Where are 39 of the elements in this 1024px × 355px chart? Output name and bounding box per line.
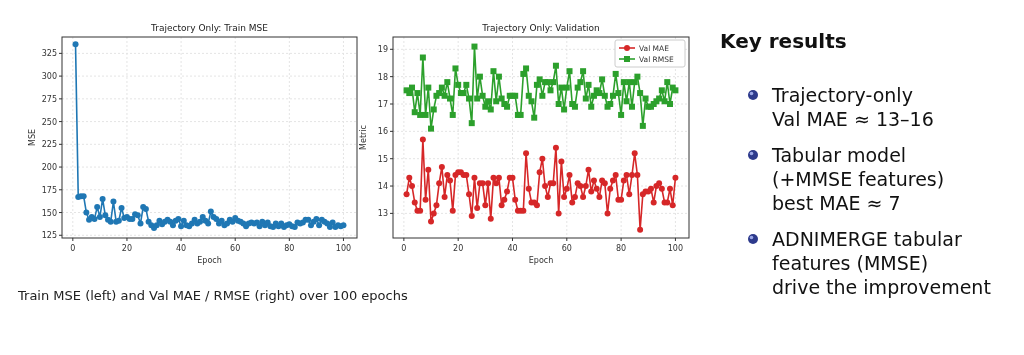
x-tick-label: 0 xyxy=(401,244,407,253)
y-tick-label: 19 xyxy=(377,45,388,55)
x-tick-label: 100 xyxy=(335,244,352,253)
x-tick-label: 60 xyxy=(230,244,241,253)
y-tick-label: 150 xyxy=(41,208,57,218)
y-tick-label: 18 xyxy=(377,72,388,82)
x-tick-label: 60 xyxy=(561,244,572,253)
x-tick-label: 40 xyxy=(175,244,187,253)
x-tick-label: 20 xyxy=(121,244,133,253)
x-tick-label: 80 xyxy=(616,244,627,253)
y-tick-label: 200 xyxy=(41,163,57,173)
text: ADNIMERGE tabular features (MMSE) drive the improvement xyxy=(772,228,991,298)
y-tick-label: 125 xyxy=(41,231,57,241)
y-tick-label: 14 xyxy=(377,182,388,192)
y-tick-label: 15 xyxy=(377,154,388,164)
text: Trajectory-only Val MAE ≈ 13–16 xyxy=(771,84,934,130)
y-axis-title: MSE xyxy=(28,128,37,147)
y-tick-label: 175 xyxy=(41,185,57,195)
y-tick-label: 16 xyxy=(377,127,388,137)
text: Key results xyxy=(720,29,847,53)
y-tick-label: 225 xyxy=(41,140,57,150)
x-tick-label: 0 xyxy=(70,244,76,253)
x-tick-label: 40 xyxy=(507,244,518,253)
x-axis-title: Epoch xyxy=(528,256,554,265)
chart-title: Trajectory Only: Validation xyxy=(481,23,600,33)
x-tick-label: 80 xyxy=(284,244,295,253)
y-tick-label: 13 xyxy=(377,209,388,219)
text: Tabular model (+MMSE features) best MAE ≈ 7 xyxy=(771,144,945,214)
y-tick-label: 17 xyxy=(377,100,388,109)
y-tick-label: 325 xyxy=(41,49,57,59)
y-tick-label: 300 xyxy=(41,72,57,82)
x-axis-title: Epoch xyxy=(197,256,222,265)
y-tick-label: 250 xyxy=(41,117,57,127)
chart-title: Trajectory Only: Train MSE xyxy=(150,23,269,33)
y-axis-title: Metric xyxy=(359,125,368,150)
x-tick-label: 100 xyxy=(667,244,684,253)
x-tick-label: 20 xyxy=(453,244,464,253)
y-tick-label: 275 xyxy=(41,94,57,104)
text: Train MSE (left) and Val MAE / RMSE (right) over 100 epochs xyxy=(17,288,408,303)
